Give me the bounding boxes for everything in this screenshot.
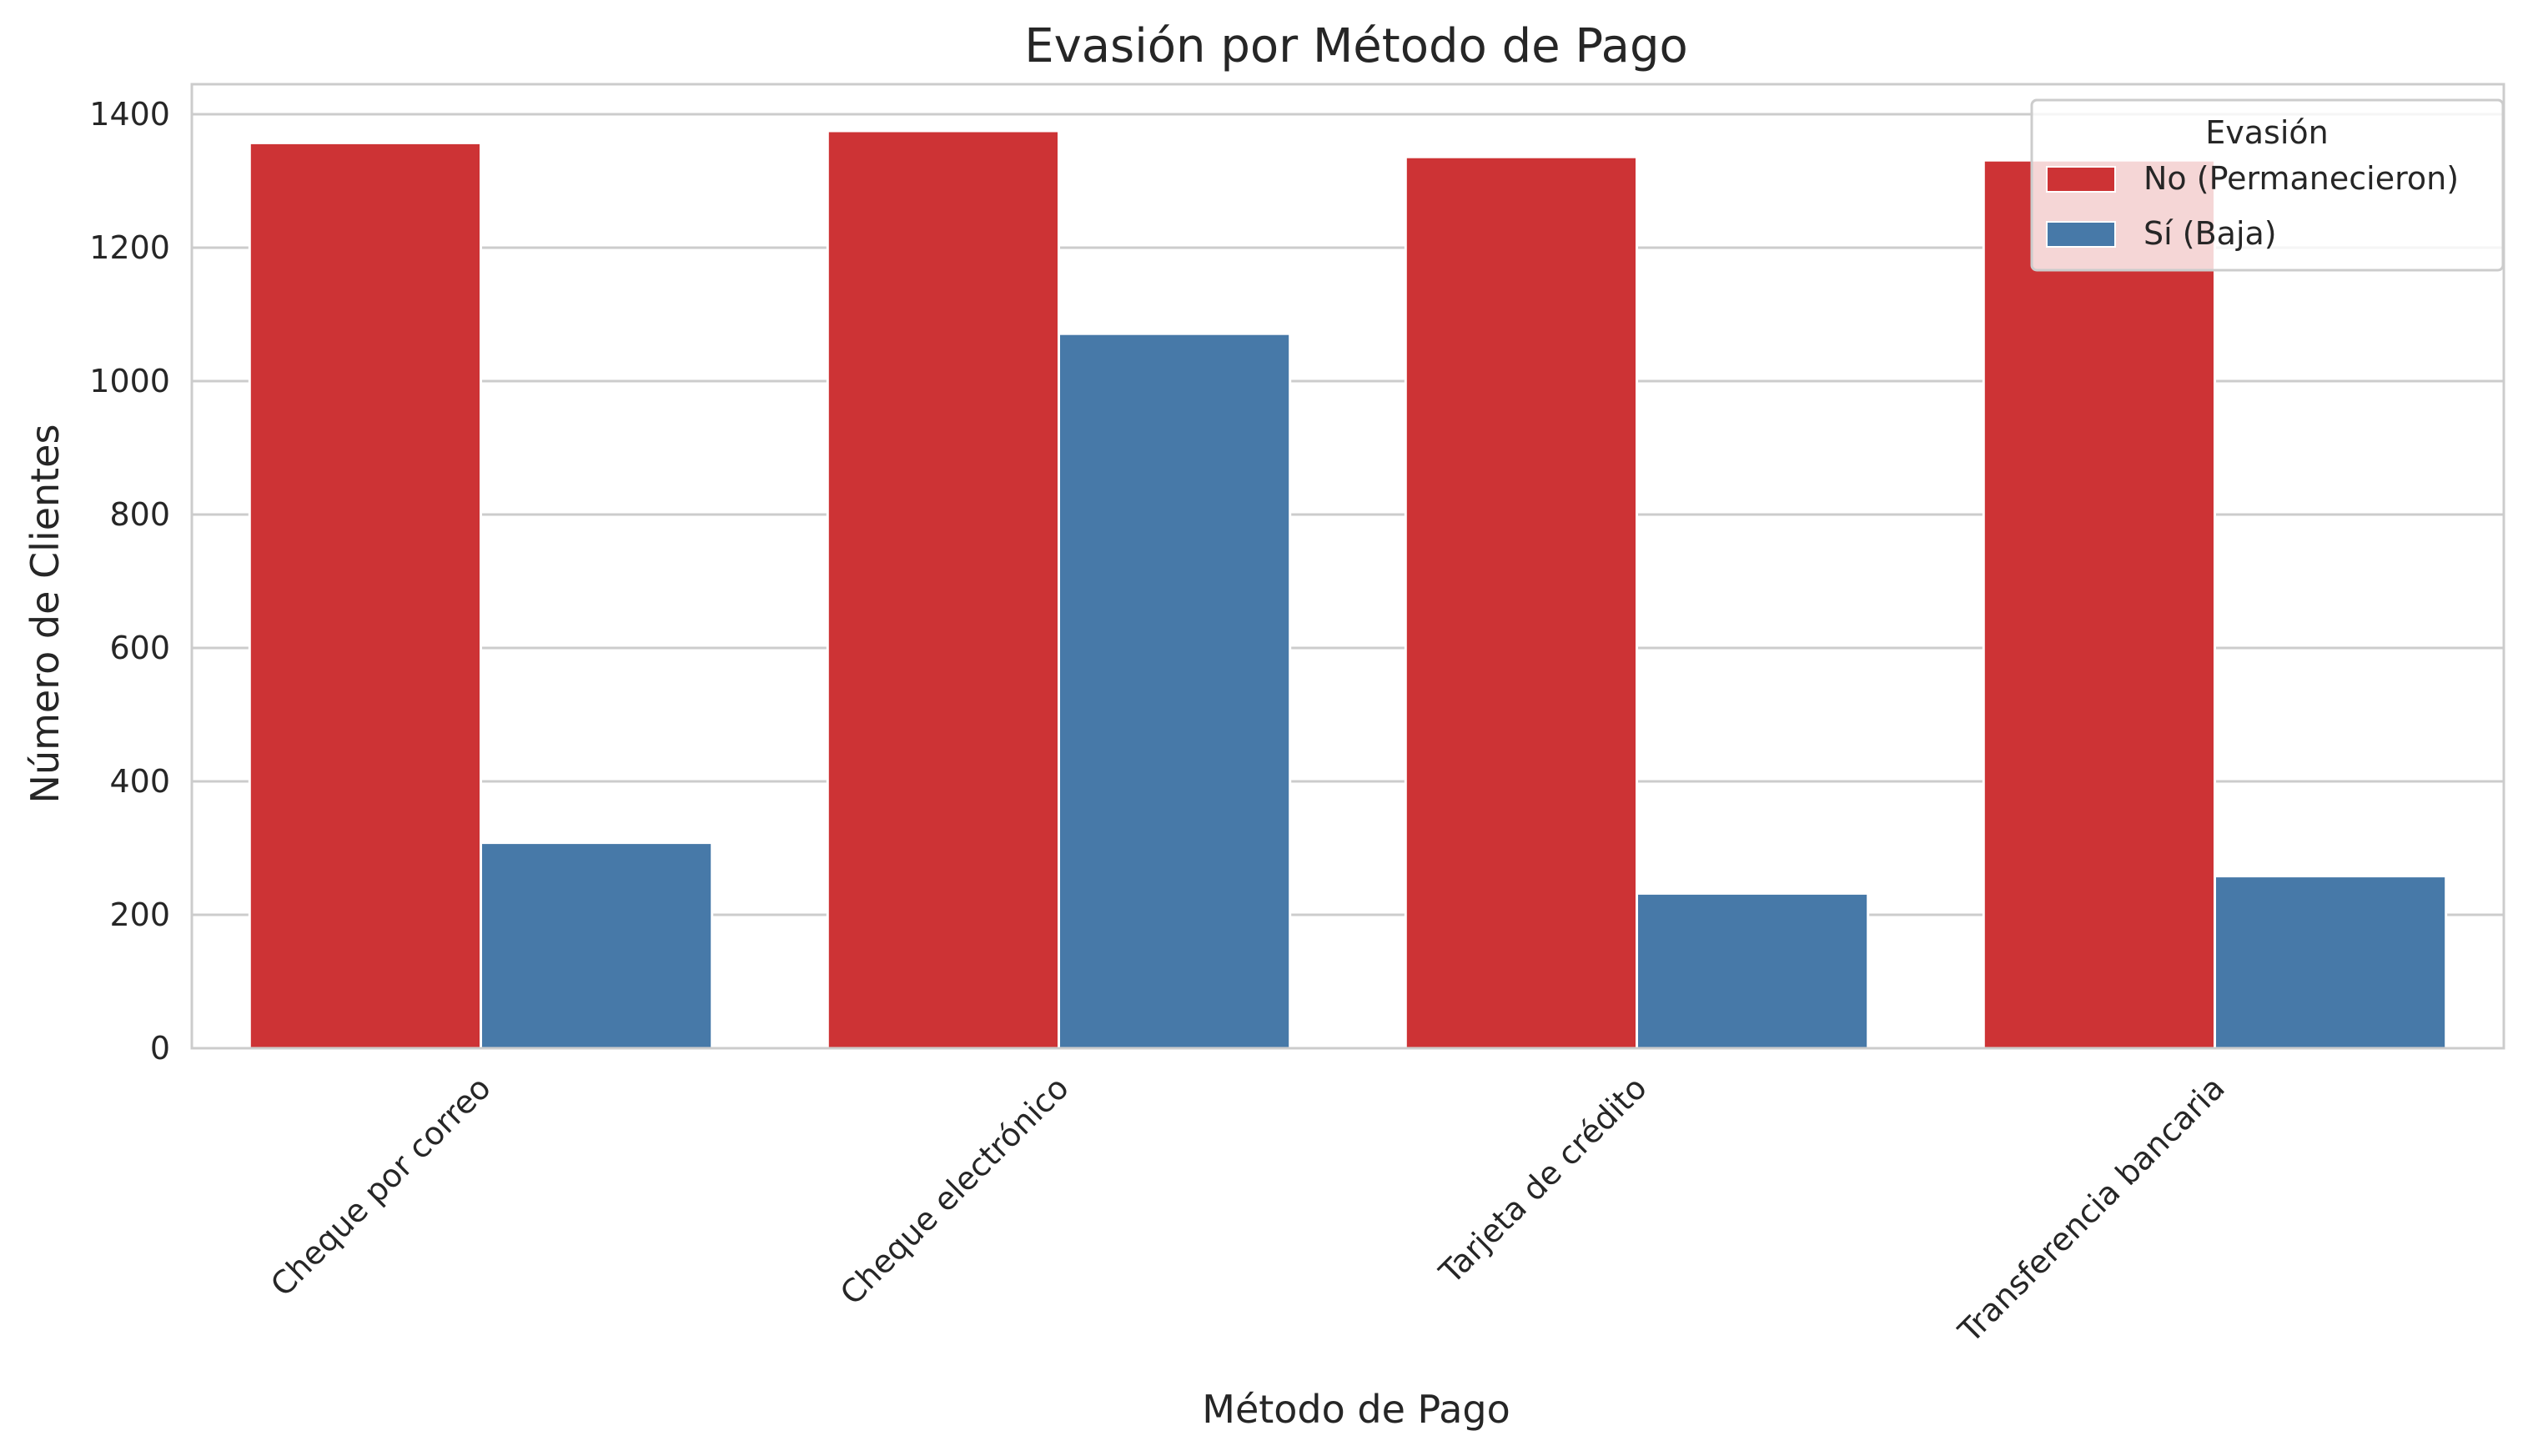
- legend-swatch: [2046, 221, 2116, 248]
- bars: [248, 129, 2448, 1050]
- bar-si: [480, 841, 714, 1050]
- bar-si: [2214, 875, 2448, 1050]
- y-tick-label: 600: [109, 630, 170, 666]
- y-tick-label: 1400: [89, 96, 170, 133]
- y-tick-label: 0: [150, 1030, 170, 1067]
- bar-si: [1058, 332, 1292, 1050]
- bar-no: [248, 141, 482, 1050]
- y-tick-label: 800: [109, 496, 170, 533]
- legend-title: Evasión: [2205, 114, 2328, 151]
- bar-si: [1636, 891, 1870, 1050]
- bar-no: [1404, 155, 1639, 1050]
- legend-swatch: [2046, 166, 2116, 193]
- y-tick-label: 1200: [89, 229, 170, 266]
- y-tick-labels: 0 200 400 600 800 1000 1200 1400: [89, 96, 170, 1067]
- legend-label: Sí (Baja): [2143, 215, 2277, 252]
- chart-title: Evasión por Método de Pago: [1024, 19, 1688, 73]
- y-tick-label: 200: [109, 896, 170, 933]
- y-tick-label: 1000: [89, 363, 170, 399]
- legend: Evasión No (Permanecieron) Sí (Baja): [2030, 98, 2505, 272]
- legend-box: [2030, 98, 2505, 272]
- y-tick-label: 400: [109, 763, 170, 800]
- bar-no: [826, 129, 1060, 1050]
- legend-label: No (Permanecieron): [2143, 160, 2459, 197]
- y-axis-label: Número de Clientes: [23, 424, 68, 804]
- plot-frame: [190, 83, 2505, 1050]
- legend-items: No (Permanecieron) Sí (Baja): [2046, 160, 2459, 252]
- bar-no: [1982, 158, 2217, 1050]
- x-axis-label: Método de Pago: [1202, 1387, 1510, 1432]
